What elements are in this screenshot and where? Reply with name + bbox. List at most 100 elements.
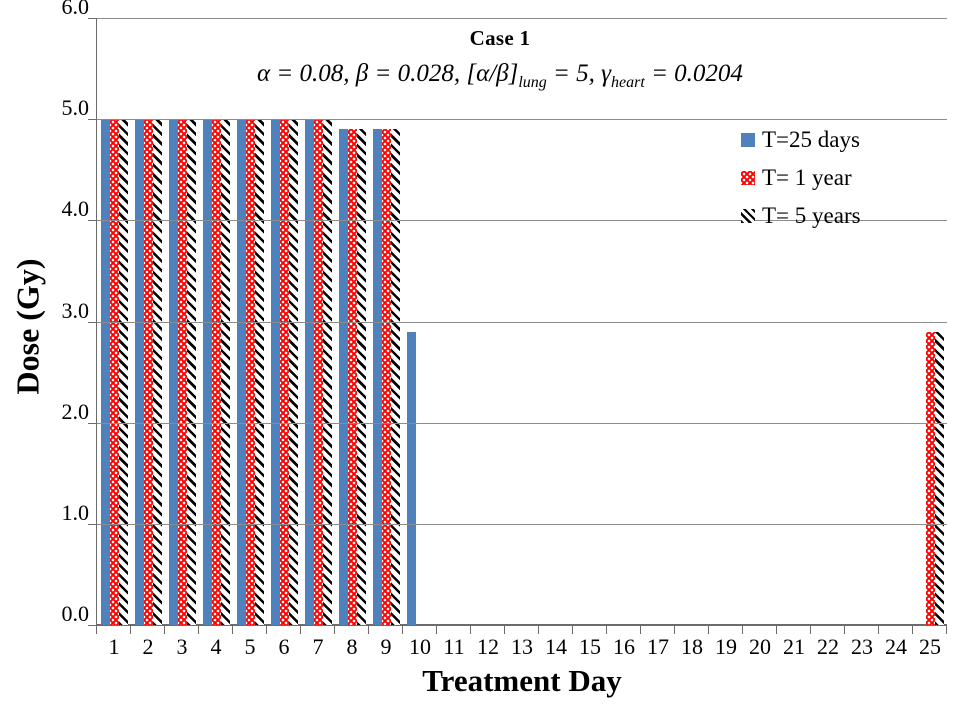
group-day-25 (913, 18, 947, 625)
x-boundary-tick-7 (334, 626, 335, 634)
y-tick-4.0 (88, 220, 96, 222)
bar-day9-T=5years (390, 129, 400, 625)
x-boundary-tick-25 (946, 626, 947, 634)
bar-day4-T=1year (211, 119, 221, 625)
x-boundary-tick-23 (878, 626, 879, 634)
formula-sub-heart: heart (611, 74, 645, 91)
x-tick-label-25: 25 (919, 634, 941, 659)
group-day-5 (233, 18, 267, 625)
y-tick-5.0 (88, 119, 96, 121)
bar-day6-T=5years (288, 119, 298, 625)
y-tick-label-0.0: 0.0 (61, 601, 90, 626)
y-axis-line (96, 18, 97, 625)
gridline-6.0 (97, 18, 947, 19)
x-boundary-tick-14 (572, 626, 573, 634)
x-boundary-tick-5 (266, 626, 267, 634)
y-tick-label-5.0: 5.0 (61, 95, 90, 121)
y-tick-3.0 (88, 321, 96, 323)
chart-header: Case 1 α = 0.08, β = 0.028, [α/β]lung = … (55, 26, 945, 92)
x-tick-label-22: 22 (817, 634, 839, 659)
gridline-1.0 (97, 523, 947, 525)
gridline-4.0 (97, 220, 947, 222)
x-tick-label-17: 17 (647, 634, 669, 659)
bar-groups (97, 18, 947, 625)
bar-day4-T=25days (202, 119, 212, 625)
bar-day9-T=25days (372, 129, 382, 625)
group-day-1 (97, 18, 131, 625)
y-tick-label-6.0: 6.0 (61, 0, 90, 19)
bar-day25-T=1year (925, 331, 935, 625)
x-boundary-tick-21 (810, 626, 811, 634)
x-tick-label-24: 24 (885, 634, 907, 659)
bar-day1-T=1year (109, 119, 119, 625)
x-boundary-tick-1 (130, 626, 131, 634)
bar-day2-T=1year (143, 119, 153, 625)
x-tick-label-23: 23 (851, 634, 873, 659)
x-tick-label-9: 9 (380, 634, 392, 659)
legend-swatch-2-icon (741, 208, 755, 223)
legend-item-2: T= 5 years (741, 203, 861, 228)
y-tick-label-2.0: 2.0 (61, 398, 90, 424)
y-axis-title: Dose (Gy) (9, 258, 46, 395)
group-day-2 (131, 18, 165, 625)
bar-day25-T=5years (934, 331, 944, 625)
x-tick-label-20: 20 (749, 634, 771, 659)
bar-day10-T=25days (406, 331, 416, 625)
formula-part2: = 5, γ (546, 60, 612, 87)
x-tick-label-14: 14 (545, 634, 567, 659)
x-boundary-tick-15 (606, 626, 607, 634)
x-boundary-tick-17 (674, 626, 675, 634)
x-boundary-tick-4 (232, 626, 233, 634)
y-tick-6.0 (88, 18, 96, 19)
y-tick-label-4.0: 4.0 (61, 196, 90, 222)
formula-part1: α = 0.08, β = 0.028, [α/β] (257, 60, 519, 87)
gridline-2.0 (97, 422, 947, 424)
bar-day3-T=5years (186, 119, 196, 625)
group-day-4 (199, 18, 233, 625)
bar-day7-T=1year (313, 119, 323, 625)
x-boundary-tick-2 (164, 626, 165, 634)
bar-day3-T=1year (177, 119, 187, 625)
x-boundary-tick-20 (776, 626, 777, 634)
y-tick-label-3.0: 3.0 (61, 297, 90, 323)
x-tick-label-6: 6 (278, 634, 290, 659)
legend-label-2: T= 5 years (762, 203, 861, 228)
legend-label-1: T= 1 year (762, 165, 852, 190)
x-tick-label-1: 1 (108, 634, 120, 659)
bar-day8-T=1year (347, 129, 357, 625)
x-axis-title: Treatment Day (422, 663, 622, 698)
x-boundary-tick-9 (402, 626, 403, 634)
bar-day6-T=25days (270, 119, 280, 625)
gridline-5.0 (97, 119, 947, 121)
group-day-9 (369, 18, 403, 625)
x-boundary-tick-10 (436, 626, 437, 634)
legend-label-0: T=25 days (762, 127, 860, 152)
x-tick-label-4: 4 (210, 634, 222, 659)
x-tick-label-10: 10 (409, 634, 431, 659)
y-tick-1.0 (88, 523, 96, 525)
bar-day1-T=5years (118, 119, 128, 625)
legend-item-0: T=25 days (741, 127, 861, 152)
x-boundary-tick-12 (504, 626, 505, 634)
x-tick-label-5: 5 (244, 634, 256, 659)
y-tick-2.0 (88, 422, 96, 424)
x-tick-label-11: 11 (443, 634, 465, 659)
formula-sub-lung: lung (518, 74, 547, 91)
plot-area: 0.0 1.0 2.0 3.0 4.0 5.0 6.0 (62, 0, 947, 634)
group-day-10 (403, 18, 437, 625)
x-tick-label-2: 2 (142, 634, 154, 659)
chart-title: Case 1 (469, 26, 531, 50)
bar-day5-T=1year (245, 119, 255, 625)
x-tick-label-16: 16 (613, 634, 635, 659)
legend: T=25 days T= 1 year T= 5 years (741, 127, 861, 228)
x-boundary-tick-11 (470, 626, 471, 634)
chart-subtitle-formula: α = 0.08, β = 0.028, [α/β]lung = 5, γhea… (55, 60, 945, 92)
x-boundary-tick-19 (742, 626, 743, 634)
x-boundary-tick-8 (368, 626, 369, 634)
formula-part3: = 0.0204 (644, 60, 743, 87)
x-boundary-tick-6 (300, 626, 301, 634)
x-tick-label-3: 3 (176, 634, 188, 659)
group-day-6 (267, 18, 301, 625)
group-day-8 (335, 18, 369, 625)
x-boundary-tick-24 (912, 626, 913, 634)
